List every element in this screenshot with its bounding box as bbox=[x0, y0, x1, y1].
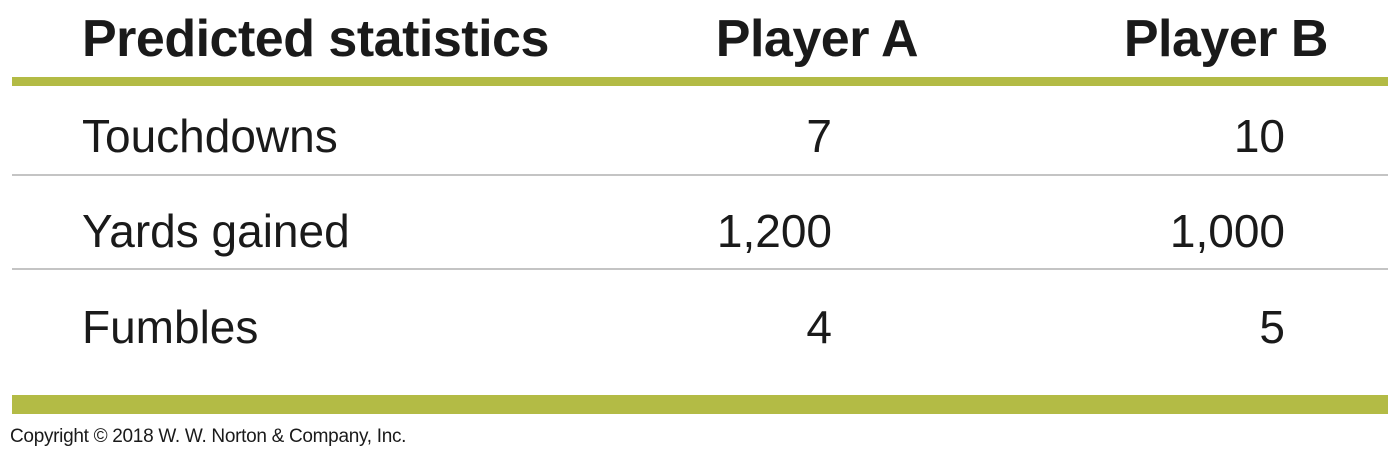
player-a-value: 4 bbox=[806, 301, 832, 353]
footer-accent-bar bbox=[12, 395, 1388, 414]
header-predicted-statistics: Predicted statistics bbox=[82, 10, 549, 68]
row-divider bbox=[12, 268, 1388, 270]
row-label: Yards gained bbox=[82, 205, 350, 257]
player-b-value: 1,000 bbox=[1169, 205, 1285, 257]
table-row: Fumbles 4 5 bbox=[0, 279, 1400, 375]
copyright-notice: Copyright © 2018 W. W. Norton & Company,… bbox=[10, 426, 407, 447]
row-divider bbox=[12, 174, 1388, 176]
player-a-value: 1,200 bbox=[716, 205, 832, 257]
header-player-b: Player B bbox=[1123, 10, 1329, 68]
header-player-a: Player A bbox=[715, 10, 919, 68]
player-b-value: 10 bbox=[1233, 110, 1285, 162]
row-label: Touchdowns bbox=[82, 110, 338, 162]
row-label: Fumbles bbox=[82, 301, 259, 353]
player-a-value: 7 bbox=[806, 110, 832, 162]
stats-table: Predicted statistics Player A Player B T… bbox=[0, 10, 1400, 414]
player-b-value: 5 bbox=[1259, 301, 1285, 353]
table-row: Yards gained 1,200 1,000 bbox=[0, 183, 1400, 279]
table-row: Touchdowns 7 10 bbox=[0, 88, 1400, 184]
header-accent-bar bbox=[12, 77, 1388, 86]
